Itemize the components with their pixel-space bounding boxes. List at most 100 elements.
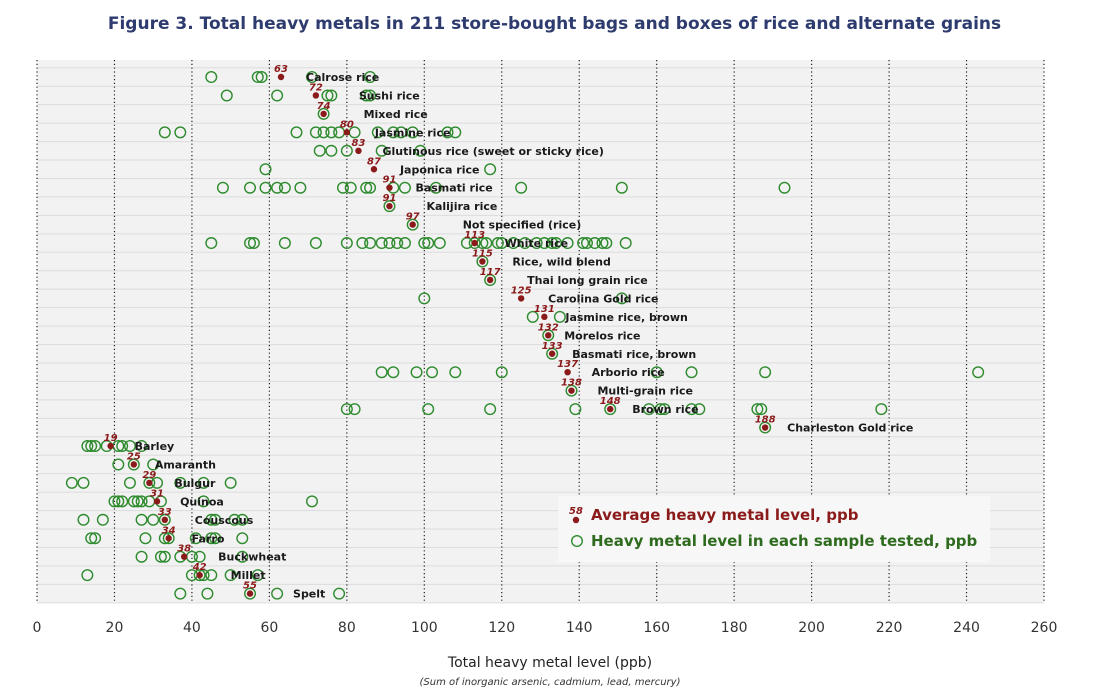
sample-point (383, 200, 396, 213)
sample-point (135, 495, 148, 508)
sample-point (875, 403, 888, 416)
average-value-label: 138 (561, 378, 582, 389)
average-value-label: 55 (243, 581, 257, 592)
sample-point (406, 218, 419, 231)
sample-point (205, 70, 218, 83)
sample-point (123, 476, 136, 489)
sample-point (588, 237, 601, 250)
sample-point (255, 70, 268, 83)
row-label: Morelos rice (564, 329, 640, 342)
sample-point (371, 126, 384, 139)
sample-point (778, 181, 791, 194)
row-label: Mixed rice (364, 108, 428, 121)
sample-point (309, 237, 322, 250)
sample-point (426, 366, 439, 379)
sample-point (375, 144, 388, 157)
sample-point (468, 237, 481, 250)
average-point (246, 590, 254, 597)
average-point (409, 221, 416, 228)
sample-point (526, 310, 539, 323)
sample-point (619, 237, 632, 250)
sample-point (549, 237, 562, 250)
sample-point (205, 569, 218, 582)
average-value-label: 133 (542, 341, 563, 352)
sample-point (495, 366, 508, 379)
sample-point (340, 237, 353, 250)
average-point (607, 405, 614, 413)
x-tick-label: 0 (33, 620, 42, 636)
sample-point (209, 513, 222, 526)
sample-point (209, 532, 222, 545)
x-tick-label: 60 (260, 620, 278, 636)
sample-point (410, 366, 423, 379)
sample-point (197, 495, 210, 508)
sample-point (429, 181, 442, 194)
sample-point (418, 292, 431, 305)
sample-point (491, 237, 504, 250)
row-label: Bulgur (174, 477, 216, 490)
sample-point (247, 237, 260, 250)
x-axis-label: Total heavy metal level (ppb) (447, 655, 653, 671)
row-label: Multi-grain rice (597, 385, 692, 398)
sample-point (530, 237, 543, 250)
sample-point (244, 587, 257, 600)
sample-point (77, 476, 90, 489)
legend-average-marker (572, 516, 580, 524)
sample-point (220, 89, 233, 102)
sample-point (77, 513, 90, 526)
sample-point (336, 181, 349, 194)
sample-point (356, 237, 369, 250)
sample-point (147, 458, 160, 471)
average-value-label: 97 (406, 212, 420, 223)
sample-point (519, 237, 532, 250)
sample-point (340, 144, 353, 157)
sample-point (305, 70, 318, 83)
average-value-label: 74 (317, 101, 331, 112)
average-point (146, 479, 153, 487)
sample-point (116, 440, 129, 453)
sample-point (321, 89, 334, 102)
x-tick-label: 240 (953, 620, 980, 636)
average-value-label: 80 (340, 119, 354, 130)
sample-point (546, 347, 559, 360)
average-value-label: 38 (177, 544, 191, 555)
average-point (386, 184, 393, 191)
sample-point (201, 587, 214, 600)
chart-title: Figure 3. Total heavy metals in 211 stor… (107, 14, 1002, 34)
average-value-label: 148 (600, 396, 621, 407)
sample-point (333, 587, 346, 600)
legend-average-label: Average heavy metal level, ppb (591, 506, 859, 524)
sample-point (596, 237, 609, 250)
sample-point (406, 126, 419, 139)
sample-point (143, 476, 156, 489)
average-point (153, 498, 161, 505)
sample-point (495, 237, 508, 250)
sample-point (224, 569, 237, 582)
average-value-label: 34 (162, 525, 176, 536)
sample-point (197, 476, 210, 489)
sample-point (259, 181, 272, 194)
sample-point (139, 532, 152, 545)
sample-point (251, 569, 264, 582)
sample-point (972, 366, 985, 379)
row-label: Calrose rice (306, 71, 379, 84)
row-gridlines (37, 67, 1044, 604)
average-value-label: 19 (104, 433, 118, 444)
average-point (479, 258, 486, 265)
average-value-label: 113 (464, 230, 485, 241)
average-point (471, 239, 478, 247)
sample-point (147, 513, 160, 526)
sample-point (364, 89, 377, 102)
sample-point (112, 495, 125, 508)
row-label: Barley (135, 440, 175, 453)
sample-point (89, 440, 102, 453)
x-tick-label: 120 (488, 620, 515, 636)
sample-point (131, 495, 144, 508)
sample-point (174, 476, 187, 489)
sample-point (755, 403, 768, 416)
sample-point (542, 329, 555, 342)
sample-point (174, 126, 187, 139)
sample-point (484, 163, 497, 176)
row-label: Amaranth (155, 458, 216, 471)
sample-point (236, 513, 249, 526)
